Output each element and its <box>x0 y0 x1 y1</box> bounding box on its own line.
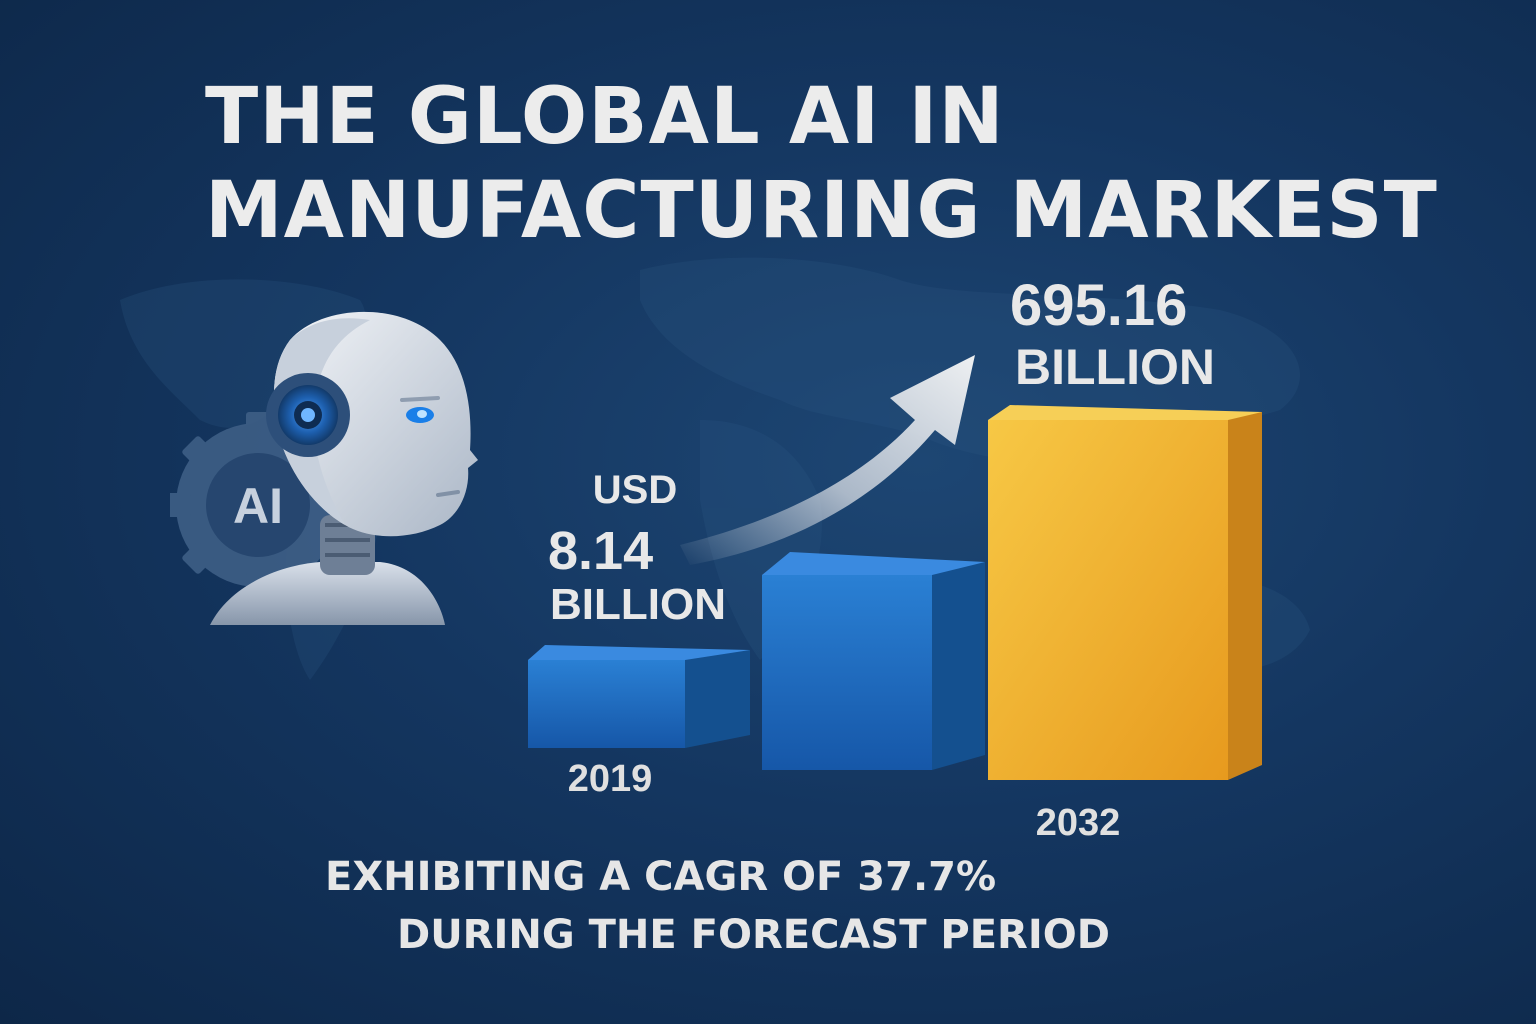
bar-2019 <box>528 645 750 748</box>
usd-prefix-label: USD <box>592 468 678 512</box>
bar-intermediate <box>762 552 985 770</box>
value-2032-label: 695.16 <box>1010 273 1188 338</box>
ai-badge-text: AI <box>233 478 283 534</box>
unit-2019-label: BILLION <box>550 580 726 629</box>
year-2032-label: 2032 <box>1035 802 1121 844</box>
robot-head-gear-icon: AI <box>170 311 478 625</box>
title-line-1: THE GLOBAL AI IN <box>205 72 1005 162</box>
cagr-line-1: EXHIBITING A CAGR OF 37.7% <box>325 854 997 900</box>
growth-arrow <box>680 355 975 565</box>
page-title: THE GLOBAL AI IN MANUFACTURING MARKEST <box>205 70 1438 258</box>
unit-2032-label: BILLION <box>1015 339 1215 395</box>
cagr-line-2: DURING THE FORECAST PERIOD <box>397 912 1110 958</box>
value-2019-label: 8.14 <box>548 521 654 581</box>
title-line-2: MANUFACTURING MARKEST <box>205 166 1438 256</box>
bar-2032 <box>988 405 1262 780</box>
cagr-caption: EXHIBITING A CAGR OF 37.7% DURING THE FO… <box>325 848 1110 964</box>
year-2019-label: 2019 <box>567 758 653 800</box>
